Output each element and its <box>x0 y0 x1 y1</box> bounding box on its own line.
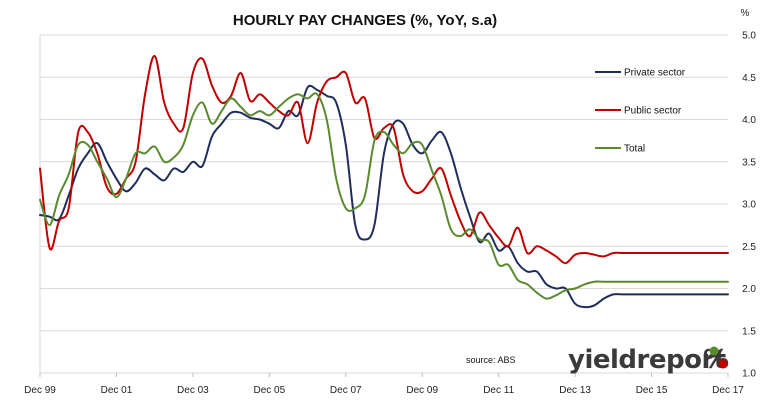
y-tick-label: 4.5 <box>742 73 756 84</box>
x-tick-label: Dec 11 <box>483 385 514 396</box>
x-tick-label: Dec 05 <box>253 385 285 396</box>
legend-label-private-sector: Private sector <box>624 68 686 79</box>
x-tick-label: Dec 17 <box>712 385 744 396</box>
legend-label-public-sector: Public sector <box>624 106 682 117</box>
y-tick-label: 1.5 <box>742 326 756 337</box>
legend-label-total: Total <box>624 144 645 155</box>
y-tick-label: 1.0 <box>742 369 756 380</box>
series-line-private-sector <box>39 84 729 309</box>
y-tick-label: 5.0 <box>742 31 756 42</box>
x-tick-label: Dec 07 <box>330 385 362 396</box>
brand-name: yieldreport <box>568 345 726 375</box>
gridlines <box>39 34 728 374</box>
x-tick-label: Dec 99 <box>24 385 56 396</box>
x-tick-label: Dec 09 <box>406 385 438 396</box>
x-tick-label: Dec 03 <box>177 385 209 396</box>
x-axis-ticks: Dec 99 Dec 01 Dec 03 Dec 05 Dec 07 Dec 09 Dec … <box>24 373 744 396</box>
y-axis-ticks: 1.0 1.5 2.0 2.5 3.0 3.5 4.0 4.5 5.0 <box>742 31 756 380</box>
source-note: source: ABS <box>466 355 516 365</box>
y-tick-label: 2.0 <box>742 284 756 295</box>
series-line-public-sector <box>39 55 729 265</box>
series-line-total <box>39 92 729 300</box>
y-tick-label: 3.0 <box>742 200 756 211</box>
y-axis-unit: % <box>741 8 750 19</box>
x-tick-label: Dec 13 <box>559 385 591 396</box>
brand-dot-green-icon <box>709 346 719 356</box>
y-tick-label: 2.5 <box>742 242 756 253</box>
series-lines <box>39 55 729 309</box>
y-tick-label: 4.0 <box>742 115 756 126</box>
brand-logo: yieldreport % <box>568 345 729 375</box>
brand-dot-red-icon <box>718 359 728 369</box>
chart-title: HOURLY PAY CHANGES (%, YoY, s.a) <box>233 12 497 29</box>
x-tick-label: Dec 01 <box>101 385 133 396</box>
legend: Private sector Public sector Total <box>595 68 686 155</box>
y-tick-label: 3.5 <box>742 157 756 168</box>
x-tick-label: Dec 15 <box>636 385 668 396</box>
